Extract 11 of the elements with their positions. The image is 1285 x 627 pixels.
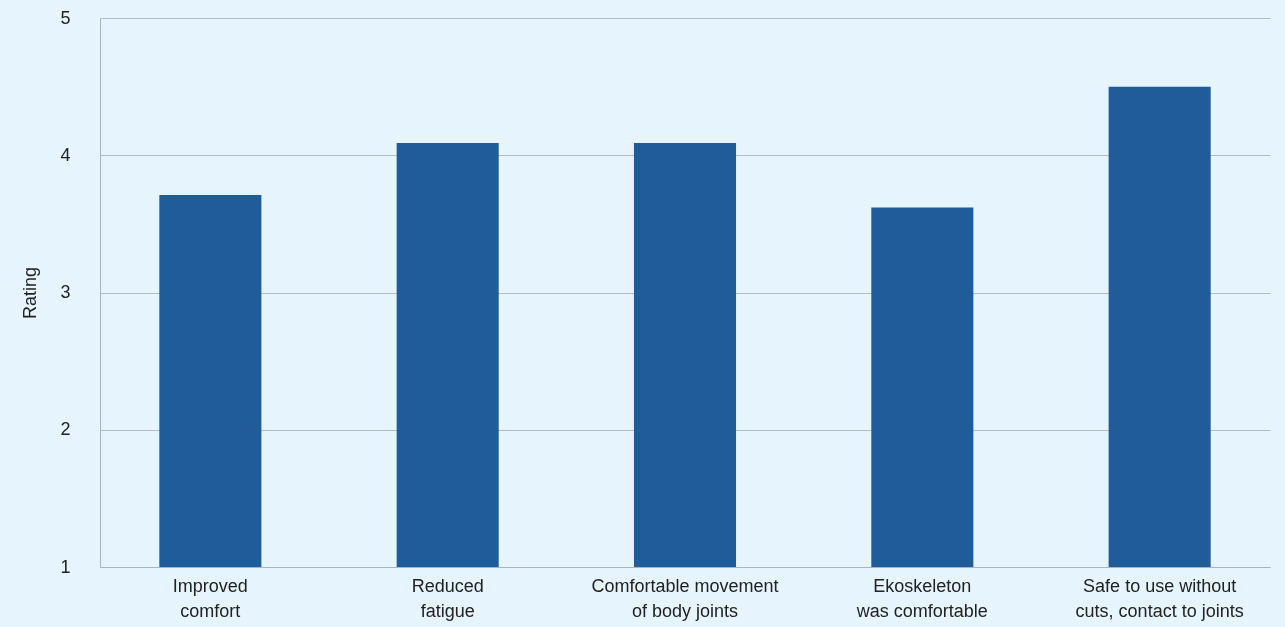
y-tick-label: 2 <box>60 419 71 440</box>
y-tick-label: 1 <box>60 556 71 577</box>
x-tick-label: Comfortable movement of body joints <box>591 575 779 621</box>
y-tick-label: 4 <box>60 144 71 165</box>
y-axis-title: Rating <box>20 266 41 320</box>
x-tick-label: Ekoskeleton was comfortable <box>855 575 988 621</box>
x-tick-label: Safe to use without cuts, contact to joints <box>1075 575 1244 621</box>
y-tick-label: 3 <box>60 282 71 302</box>
x-tick-label: Reduced fatigue <box>411 575 484 621</box>
y-tick-label: 5 <box>60 7 71 28</box>
x-tick-label: Improved comfort <box>172 575 248 621</box>
